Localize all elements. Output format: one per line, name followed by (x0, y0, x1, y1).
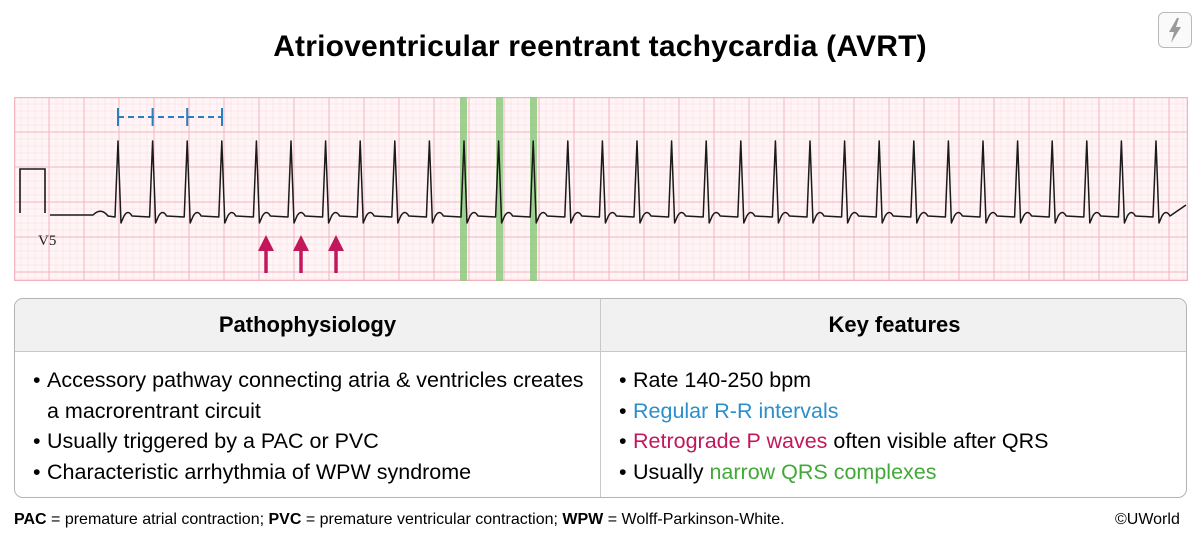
wpw-definition: = Wolff-Parkinson-White. (603, 511, 785, 528)
figure-title: Atrioventricular reentrant tachycardia (… (273, 30, 927, 63)
list-item: Rate 140-250 bpm (619, 365, 1179, 396)
narrow-qrs-text: narrow QRS complexes (709, 459, 937, 484)
calibration-pulse (19, 168, 46, 213)
after-qrs-text: often visible after QRS (827, 429, 1049, 453)
retrograde-p-arrow (293, 235, 309, 273)
key-features-header: Key features (828, 312, 961, 337)
list-item: Usually triggered by a PAC or PVC (33, 426, 593, 457)
pathophysiology-header: Pathophysiology (218, 312, 397, 337)
list-item: Regular R-R intervals (619, 396, 1179, 427)
rr-interval-marker (117, 108, 223, 126)
lightning-bolt-icon[interactable] (1158, 12, 1192, 48)
copyright-notice: ©UWorld (1115, 511, 1180, 528)
list-item: Characteristic arrhythmia of WPW syndrom… (33, 457, 593, 488)
list-item: Retrograde P waves often visible after Q… (619, 426, 1179, 457)
retrograde-p-arrow (258, 235, 274, 273)
ecg-trace (50, 140, 1187, 224)
pvc-definition: = premature ventricular contraction; (301, 511, 563, 528)
qrs-highlight-bar (530, 97, 537, 281)
retrograde-p-arrows (258, 235, 344, 273)
qrs-highlight-bar (496, 97, 503, 281)
pac-abbr: PAC (14, 511, 47, 528)
list-item: Usually narrow QRS complexes (619, 457, 1179, 488)
qrs-highlight-bar (460, 97, 467, 281)
retrograde-p-arrow (328, 235, 344, 273)
key-features-list: Rate 140-250 bpm Regular R-R intervals R… (619, 365, 1179, 487)
rate-text: Rate 140-250 bpm (633, 368, 812, 392)
pac-definition: = premature atrial contraction; (46, 511, 269, 528)
pvc-abbr: PVC (268, 511, 302, 528)
summary-table: Pathophysiology Key features Accessory p… (14, 298, 1187, 498)
ecg-strip: V5 (14, 97, 1188, 281)
column-divider (600, 299, 601, 497)
regular-rr-text: Regular R-R intervals (633, 398, 839, 423)
ecg-grid (14, 97, 1188, 281)
list-item: Accessory pathway connecting atria & ven… (33, 365, 593, 426)
usually-text: Usually (633, 459, 710, 484)
qrs-highlight-group (460, 97, 537, 281)
wpw-abbr: WPW (562, 511, 604, 528)
retrograde-p-text: Retrograde P waves (633, 429, 828, 453)
abbreviation-footnote: PAC = premature atrial contraction; PVC … (14, 511, 785, 529)
pathophysiology-list: Accessory pathway connecting atria & ven… (33, 365, 593, 487)
lead-label: V5 (38, 233, 56, 249)
